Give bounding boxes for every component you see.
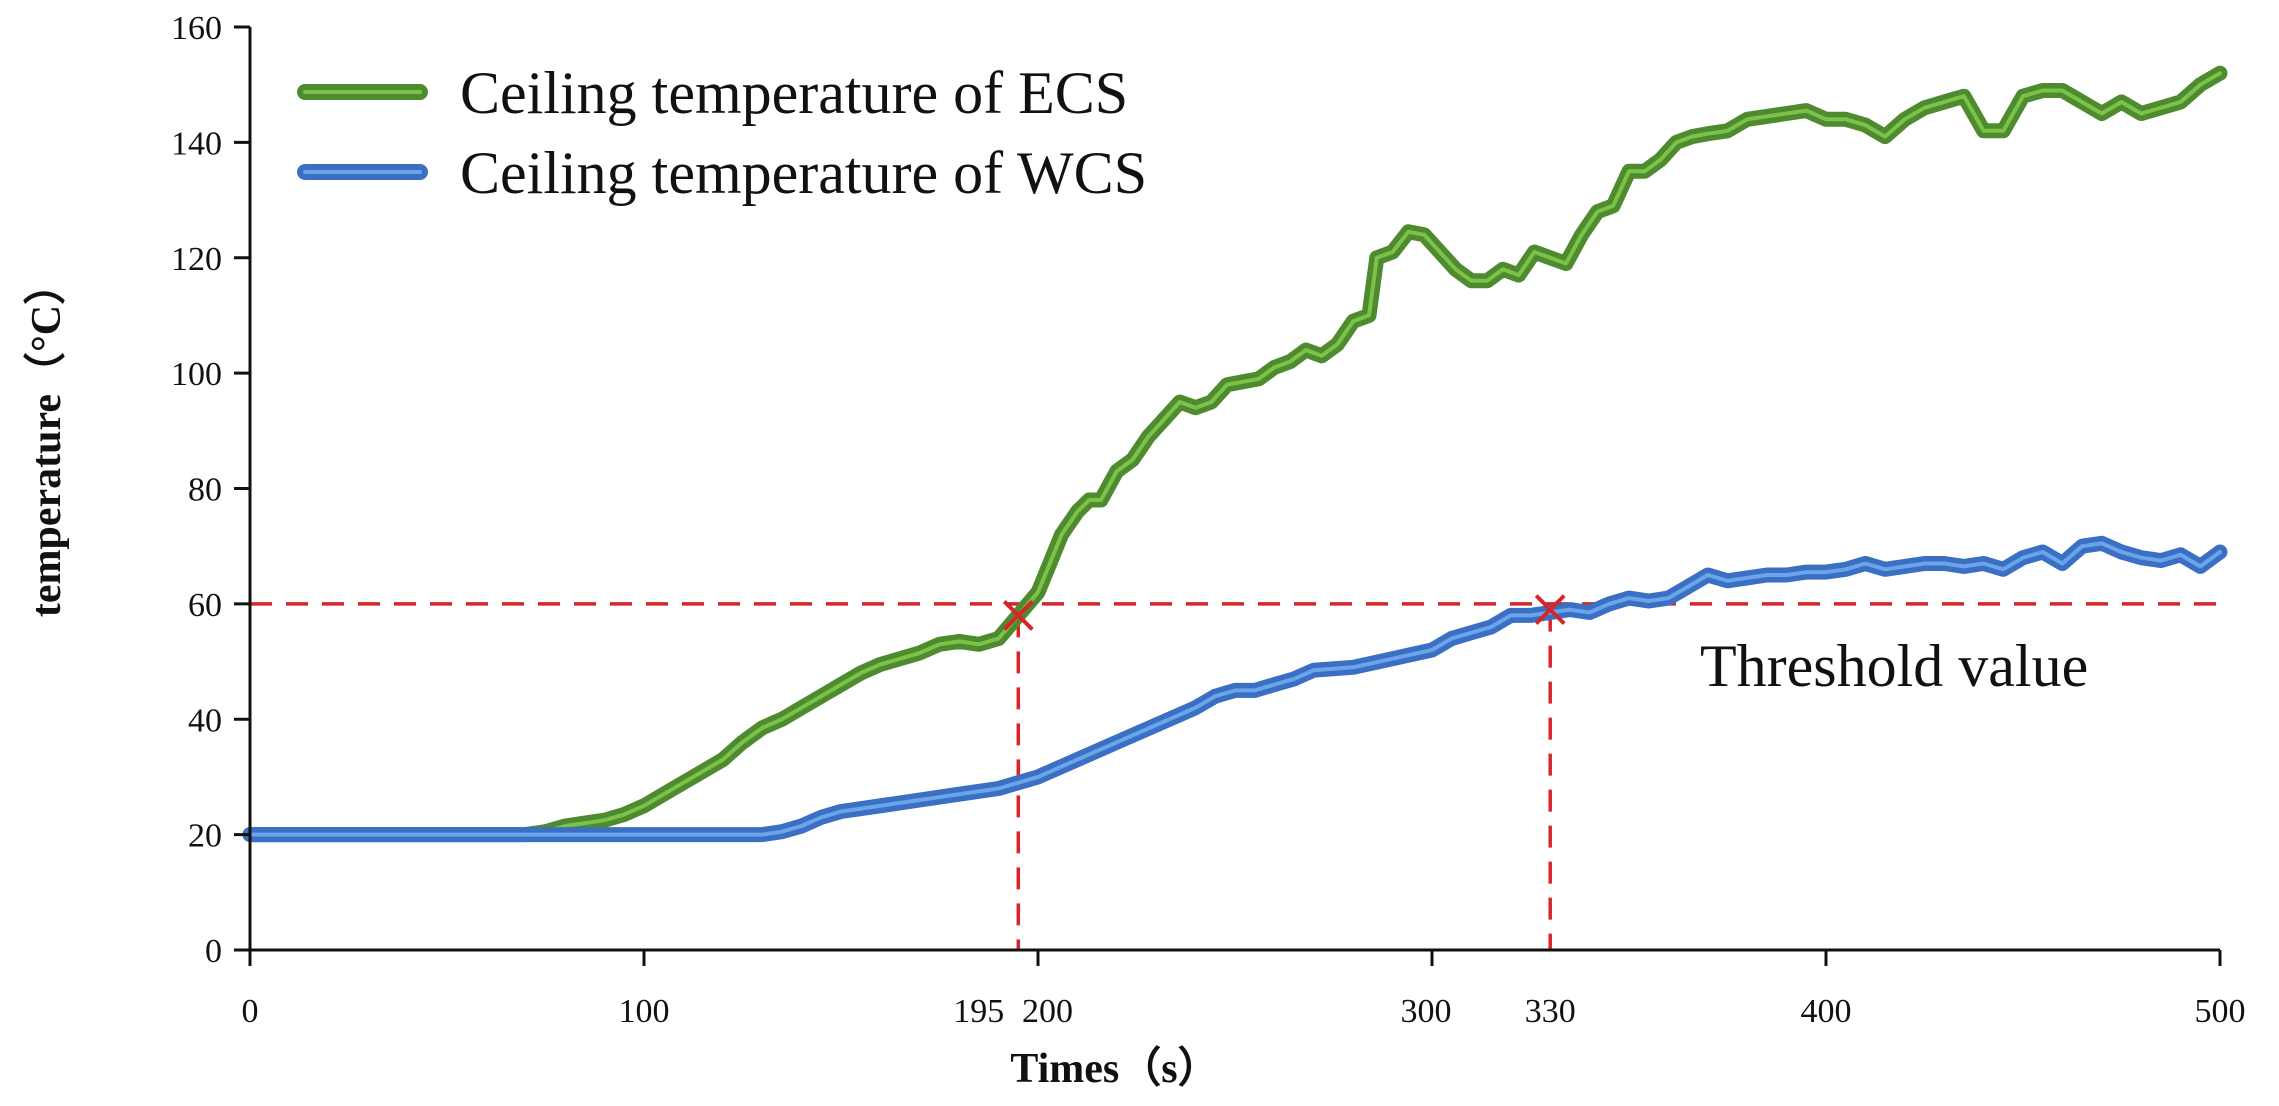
y-tick-label-4: 80 <box>188 472 222 509</box>
y-axis-title: temperature（°C） <box>23 263 70 617</box>
x-tick-label-5: 330 <box>1525 993 1576 1030</box>
x-tick-label-2: 195 <box>953 993 1004 1030</box>
crossing-marker-0 <box>1002 599 1034 631</box>
y-tick-label-2: 40 <box>188 702 222 739</box>
y-tick-label-6: 120 <box>171 241 222 278</box>
legend-item-wcs: Ceiling temperature of WCS <box>297 140 1147 206</box>
x-tick-label-3: 200 <box>1022 993 1073 1030</box>
y-tick-label-5: 100 <box>171 356 222 393</box>
legend-label-wcs: Ceiling temperature of WCS <box>460 140 1147 206</box>
x-tick-label-4: 300 <box>1401 993 1452 1030</box>
legend-label-ecs: Ceiling temperature of ECS <box>460 60 1128 126</box>
x-tick-label-6: 400 <box>1801 993 1852 1030</box>
legend-item-ecs: Ceiling temperature of ECS <box>297 60 1128 126</box>
x-tick-label-0: 0 <box>242 993 259 1030</box>
y-tick-label-1: 20 <box>188 818 222 855</box>
crossing-marker-1 <box>1534 594 1566 626</box>
x-tick-label-7: 500 <box>2195 993 2246 1030</box>
y-tick-label-8: 160 <box>171 10 222 47</box>
threshold-label: Threshold value <box>1700 633 2088 699</box>
x-tick-label-1: 100 <box>619 993 670 1030</box>
series-line-highlight-0 <box>248 71 2222 837</box>
y-tick-label-7: 140 <box>171 125 222 162</box>
series-layer <box>242 65 2228 843</box>
reference-layer <box>250 602 2220 950</box>
legend: Ceiling temperature of ECS Ceiling tempe… <box>297 60 1147 206</box>
tick-layer: 0 20 40 60 80 100 120 140 160 0 100 195 200 300 330 400… <box>171 10 2246 1030</box>
y-tick-label-3: 60 <box>188 587 222 624</box>
x-axis-title: Times（s） <box>1010 1045 1219 1092</box>
series-line-highlight-1 <box>248 541 2222 837</box>
y-tick-label-0: 0 <box>205 933 222 970</box>
